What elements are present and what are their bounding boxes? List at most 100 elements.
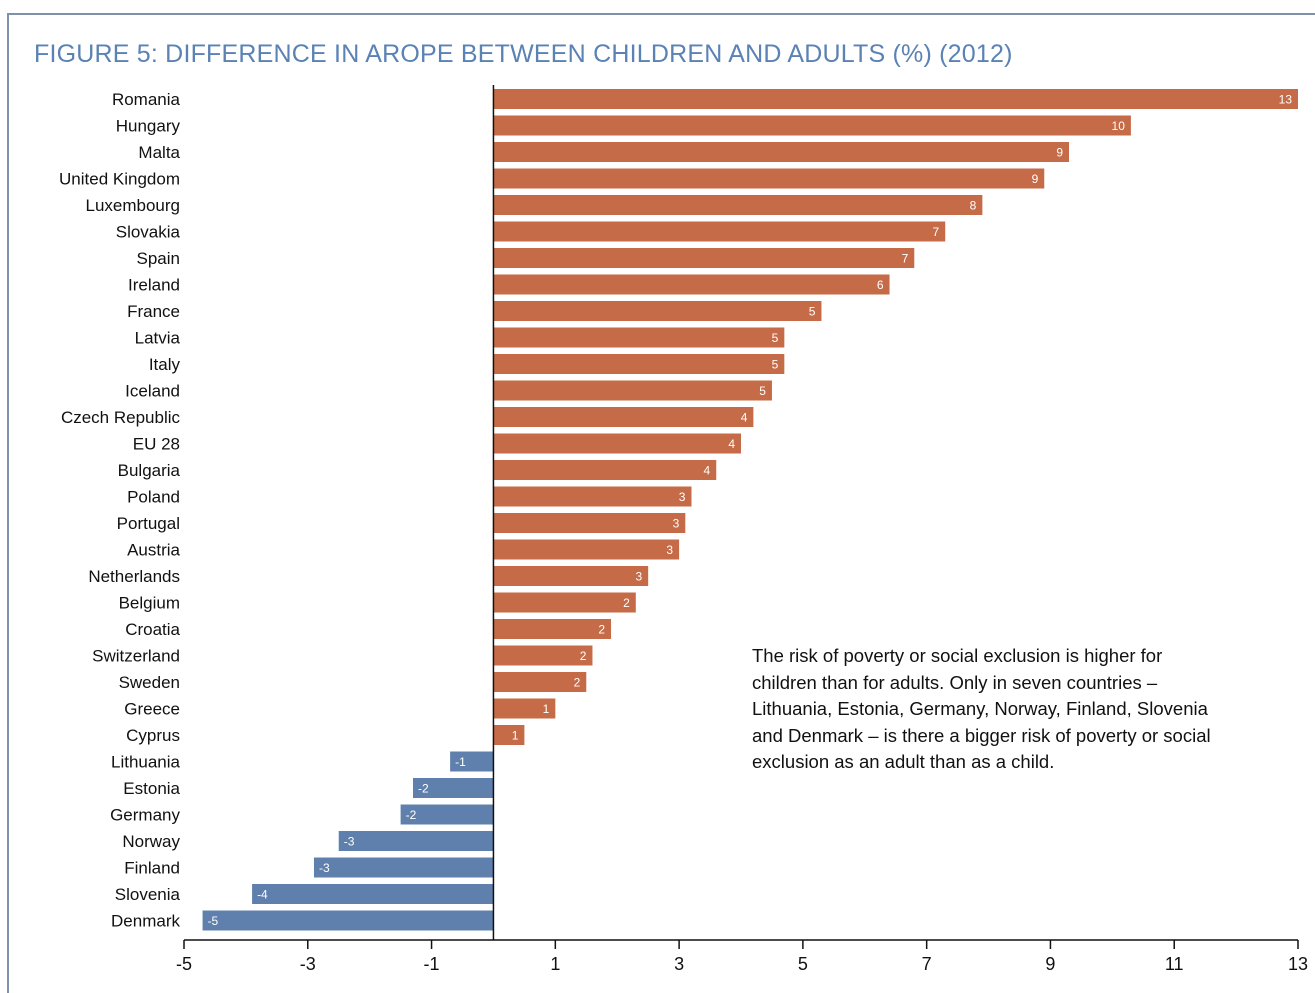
bar-slovenia bbox=[252, 884, 494, 904]
category-label-luxembourg: Luxembourg bbox=[85, 196, 180, 215]
value-label-czech-republic: 4 bbox=[741, 411, 748, 425]
category-label-switzerland: Switzerland bbox=[92, 647, 180, 666]
category-label-slovenia: Slovenia bbox=[115, 885, 181, 904]
category-label-croatia: Croatia bbox=[125, 620, 180, 639]
bar-iceland bbox=[493, 380, 772, 401]
value-label-slovakia: 7 bbox=[933, 225, 940, 239]
category-label-spain: Spain bbox=[137, 249, 180, 268]
value-label-spain: 7 bbox=[902, 252, 909, 266]
category-label-norway: Norway bbox=[122, 832, 180, 851]
bar-lithuania bbox=[450, 751, 494, 772]
value-label-eu-28: 4 bbox=[728, 437, 735, 451]
x-tick-label: 11 bbox=[1165, 954, 1184, 974]
bar-eu-28 bbox=[493, 433, 741, 454]
value-label-romania: 13 bbox=[1279, 93, 1293, 107]
bar-switzerland bbox=[493, 645, 593, 666]
bar-sweden bbox=[493, 672, 587, 692]
bar-slovakia bbox=[493, 221, 946, 242]
category-label-cyprus: Cyprus bbox=[126, 726, 180, 745]
x-tick-label: -1 bbox=[424, 954, 440, 974]
value-label-slovenia: -4 bbox=[257, 888, 268, 902]
category-label-hungary: Hungary bbox=[116, 117, 181, 136]
category-label-sweden: Sweden bbox=[119, 673, 180, 692]
x-tick-label: -3 bbox=[300, 954, 316, 974]
category-label-netherlands: Netherlands bbox=[88, 567, 180, 586]
category-label-eu-28: EU 28 bbox=[133, 435, 180, 454]
value-labels: 131099877655554443333222211-1-2-2-3-3-4-… bbox=[208, 93, 1293, 929]
value-label-croatia: 2 bbox=[598, 623, 605, 637]
category-label-malta: Malta bbox=[138, 143, 180, 162]
value-label-bulgaria: 4 bbox=[704, 464, 711, 478]
category-labels: Romania Hungary Malta United Kingdom Luxembo… bbox=[59, 90, 181, 931]
value-label-cyprus: 1 bbox=[512, 729, 519, 743]
figure-frame bbox=[7, 13, 1315, 993]
value-label-ireland: 6 bbox=[877, 278, 884, 292]
category-label-latvia: Latvia bbox=[135, 329, 181, 348]
x-tick-label: -5 bbox=[176, 954, 192, 974]
chart-title: FIGURE 5: DIFFERENCE IN AROPE BETWEEN CH… bbox=[34, 40, 1013, 68]
x-axis: -5 -3 -1 1 3 5 7 9 11 13 bbox=[176, 85, 1308, 974]
bar-hungary bbox=[493, 115, 1131, 136]
bars-group bbox=[202, 89, 1298, 931]
value-label-poland: 3 bbox=[679, 490, 686, 504]
bar-ireland bbox=[493, 274, 890, 295]
bar-poland bbox=[493, 486, 692, 507]
bar-united-kingdom bbox=[493, 168, 1045, 189]
category-label-lithuania: Lithuania bbox=[111, 753, 181, 772]
bar-malta bbox=[493, 142, 1070, 162]
annotation-text: The risk of poverty or social exclusion … bbox=[752, 645, 1211, 772]
value-label-norway: -3 bbox=[344, 835, 355, 849]
value-label-belgium: 2 bbox=[623, 596, 630, 610]
category-label-portugal: Portugal bbox=[117, 514, 180, 533]
value-label-netherlands: 3 bbox=[635, 570, 642, 584]
value-label-iceland: 5 bbox=[759, 384, 766, 398]
category-label-slovakia: Slovakia bbox=[116, 223, 181, 242]
value-label-sweden: 2 bbox=[574, 676, 581, 690]
value-label-united-kingdom: 9 bbox=[1032, 172, 1039, 186]
value-label-austria: 3 bbox=[666, 543, 673, 557]
category-label-czech-republic: Czech Republic bbox=[61, 408, 181, 427]
category-label-italy: Italy bbox=[149, 355, 181, 374]
x-tick-label: 5 bbox=[798, 954, 808, 974]
category-label-iceland: Iceland bbox=[125, 382, 180, 401]
x-tick-label: 1 bbox=[550, 954, 560, 974]
bar-belgium bbox=[493, 592, 636, 613]
bar-netherlands bbox=[493, 566, 649, 586]
category-label-romania: Romania bbox=[112, 90, 181, 109]
bar-greece bbox=[493, 698, 556, 719]
bar-estonia bbox=[412, 778, 494, 798]
value-label-greece: 1 bbox=[543, 702, 550, 716]
category-label-austria: Austria bbox=[127, 541, 180, 560]
bar-czech-republic bbox=[493, 407, 754, 427]
category-label-poland: Poland bbox=[127, 488, 180, 507]
bar-latvia bbox=[493, 327, 785, 348]
value-label-germany: -2 bbox=[406, 808, 417, 822]
category-label-ireland: Ireland bbox=[128, 276, 180, 295]
value-label-luxembourg: 8 bbox=[970, 199, 977, 213]
bar-france bbox=[493, 301, 822, 321]
value-label-switzerland: 2 bbox=[580, 649, 587, 663]
category-label-finland: Finland bbox=[124, 859, 180, 878]
bar-spain bbox=[493, 248, 915, 268]
bar-cyprus bbox=[493, 725, 525, 745]
bar-romania bbox=[493, 89, 1298, 109]
category-label-belgium: Belgium bbox=[119, 594, 180, 613]
bar-portugal bbox=[493, 513, 686, 533]
value-label-lithuania: -1 bbox=[455, 755, 466, 769]
value-label-france: 5 bbox=[809, 305, 816, 319]
value-label-malta: 9 bbox=[1056, 146, 1063, 160]
bar-italy bbox=[493, 354, 785, 374]
category-label-estonia: Estonia bbox=[123, 779, 180, 798]
category-label-france: France bbox=[127, 302, 180, 321]
bar-austria bbox=[493, 539, 680, 560]
bar-germany bbox=[400, 804, 494, 825]
value-label-finland: -3 bbox=[319, 861, 330, 875]
bar-croatia bbox=[493, 619, 612, 639]
category-label-greece: Greece bbox=[124, 700, 180, 719]
x-tick-label: 7 bbox=[922, 954, 932, 974]
value-label-latvia: 5 bbox=[772, 331, 779, 345]
category-label-united-kingdom: United Kingdom bbox=[59, 170, 180, 189]
value-label-italy: 5 bbox=[772, 358, 779, 372]
category-label-germany: Germany bbox=[110, 806, 180, 825]
